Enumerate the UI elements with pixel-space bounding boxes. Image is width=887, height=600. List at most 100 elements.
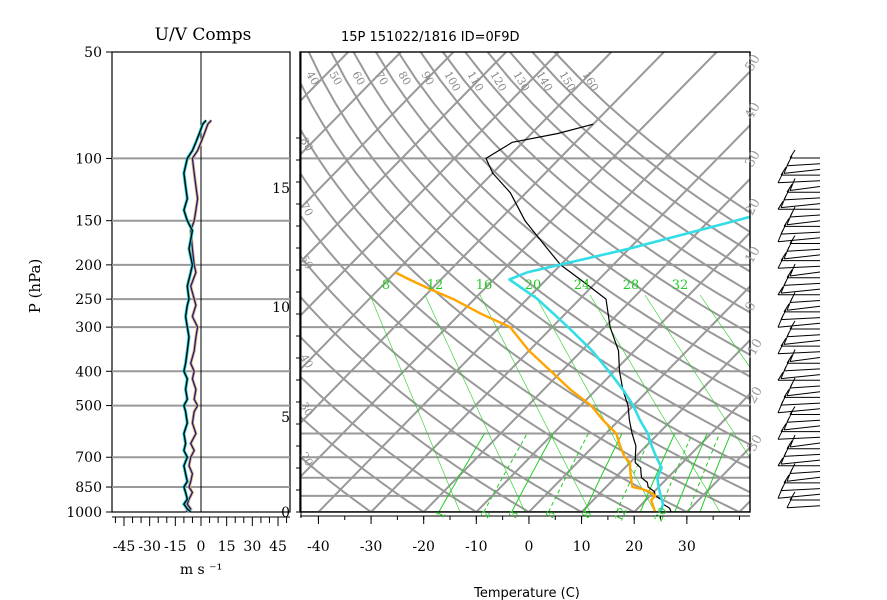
isotherm-line: [422, 177, 750, 512]
mixing-ratio-line: [511, 433, 554, 512]
wind-barb-shaft: [786, 476, 821, 482]
isotherm-line: [792, 52, 887, 512]
wind-barb-shaft: [786, 163, 821, 167]
wind-barb-flag: [789, 406, 796, 415]
mixing-ratio-bottom-label: 1: [433, 509, 448, 521]
pressure-tick-label: 850: [75, 480, 102, 496]
wind-barb-flag: [789, 235, 796, 244]
main-grid-group: [0, 52, 887, 512]
dry-adiabat-line: [300, 374, 479, 512]
wind-barb-shaft: [783, 197, 821, 201]
wind-barb-flag: [786, 183, 793, 193]
left-x-tick-label: 15: [218, 539, 236, 555]
left-x-tick-label: -30: [138, 539, 161, 555]
wind-barb-flag: [783, 417, 790, 431]
wind-barb-flag: [786, 269, 793, 278]
dry-adiabat-line: [419, 52, 750, 335]
pressure-tick-label: 1000: [66, 505, 102, 521]
temp-tick-label: -40: [307, 539, 330, 555]
mixing-ratio-line: [699, 433, 732, 512]
u-component-line: [185, 119, 212, 513]
wind-barb-flag: [786, 440, 793, 449]
left-x-tick-label: -45: [113, 539, 136, 555]
dry-adiabat-line: [300, 294, 584, 512]
wind-barb-flag: [780, 166, 787, 176]
temperature-line: [485, 123, 672, 512]
temp-tick-label: 10: [573, 539, 591, 555]
mixing-ratio-bottom-label: 8: [579, 509, 594, 521]
pressure-tick-label: 100: [75, 151, 102, 167]
dry-adiabat-line: [442, 52, 750, 314]
wind-barb-flag: [783, 389, 790, 398]
left-x-tick-label: 45: [269, 539, 287, 555]
dry-adiabat-line: [553, 52, 750, 214]
wind-barb-shaft: [783, 282, 821, 286]
temp-tick-label: 20: [625, 539, 643, 555]
wind-barb-flag: [780, 195, 787, 208]
isotherm-line: [300, 52, 560, 318]
left-x-tick-label: -15: [164, 539, 187, 555]
wind-barb-shaft: [777, 180, 821, 184]
height-tick-label: 10: [272, 300, 290, 316]
wind-barb-flag: [777, 400, 784, 413]
pressure-tick-label: 400: [75, 364, 102, 380]
mixing-ratio-bottom-label: 20: [652, 505, 670, 523]
moist-adiabat-hint: [534, 294, 656, 512]
dry-adiabat-line: [300, 334, 531, 512]
temp-tick-label: -10: [465, 539, 488, 555]
isotherm-line: [686, 446, 750, 512]
wind-barb-shaft: [777, 408, 821, 414]
left-panel-xlabel: m s ⁻¹: [180, 562, 222, 578]
wind-barb-flag: [786, 212, 793, 225]
wind-barb-flag: [783, 246, 790, 260]
isotherm-line: [633, 392, 750, 512]
isotherm-line: [580, 338, 750, 512]
wind-barb-flag: [786, 497, 793, 508]
left-panel-title: U/V Comps: [155, 25, 252, 45]
pressure-tick-label: 250: [75, 292, 102, 308]
wind-barb-flag: [786, 298, 793, 311]
wind-barb-shaft: [780, 231, 821, 235]
isotherm-line: [300, 52, 718, 479]
wind-barb-flag: [789, 263, 796, 277]
moist-adiabat-hint: [369, 294, 461, 512]
mixing-ratio-bottom-label: 3: [506, 509, 521, 521]
wind-barb-shaft: [789, 300, 821, 303]
isotherm-line: [0, 52, 296, 512]
theta-label: 100: [441, 69, 463, 94]
wind-barb-shaft: [783, 168, 821, 174]
theta-e-label: 20: [742, 196, 763, 218]
theta-e-label: 10: [742, 244, 763, 266]
dry-adiabat-line: [464, 52, 750, 293]
dry-adiabat-line: [300, 171, 742, 512]
mixing-ratio-line: [674, 433, 708, 512]
wind-barb-flag: [789, 491, 796, 501]
mixing-ratio-label: 28: [623, 278, 640, 293]
mixing-ratio-line: [639, 433, 676, 512]
left-panel-ylabel: P (hPa): [26, 259, 44, 314]
wind-barb-flag: [789, 320, 796, 330]
theta-left-label: 30: [297, 400, 315, 419]
wind-barb-shaft: [789, 214, 821, 218]
height-tick-label: 5: [281, 410, 290, 426]
wind-barb-shaft: [786, 391, 821, 397]
mixing-ratio-label: 16: [476, 278, 493, 293]
wind-barb-shaft: [777, 237, 821, 243]
mixing-ratio-label: 8: [382, 278, 390, 293]
mixing-ratio-label: 12: [427, 278, 444, 293]
wind-barb-shaft: [777, 351, 821, 355]
temp-tick-label: -20: [412, 539, 435, 555]
v-component-line: [183, 119, 207, 513]
dry-adiabat-line: [300, 415, 426, 512]
wind-barb-flag: [777, 258, 784, 269]
wind-barb-flag: [786, 383, 793, 396]
theta-label: 90: [418, 69, 436, 88]
wind-barb-flag: [777, 229, 784, 242]
theta-label: 70: [372, 69, 390, 88]
pressure-tick-label: 700: [75, 450, 102, 466]
pressure-tick-label: 500: [75, 399, 102, 415]
wind-barb-shaft: [783, 368, 821, 372]
wind-barb-shaft: [786, 305, 821, 311]
